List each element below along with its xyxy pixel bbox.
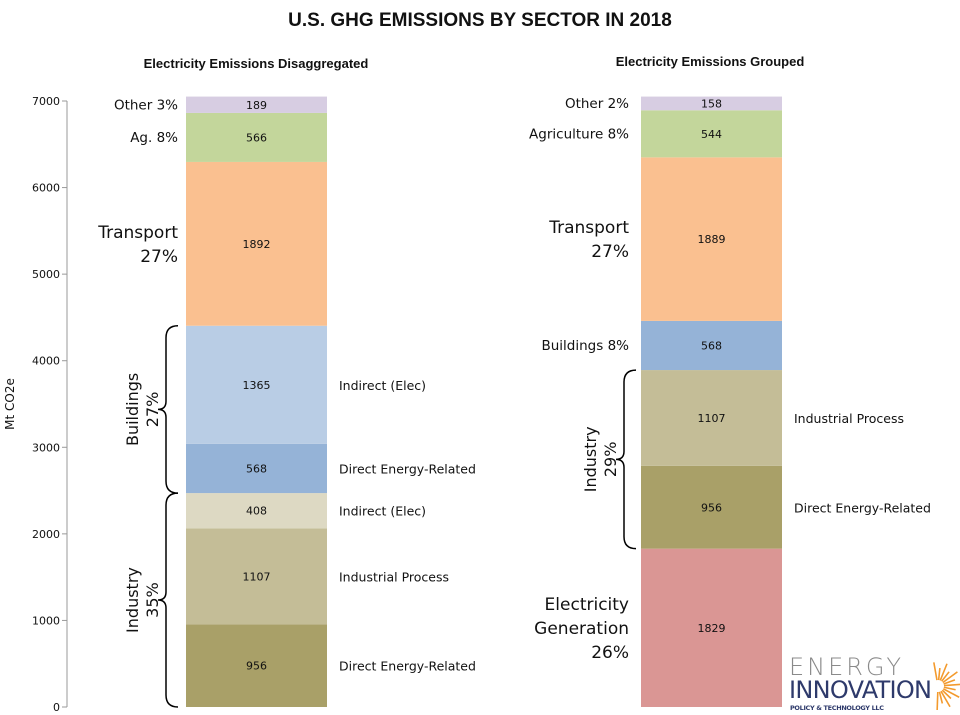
segment-value-label: 189 — [246, 99, 267, 112]
bar-segment — [641, 465, 782, 549]
stacked-bar: 956 Direct Energy-Related 1107 Industrial P… — [97, 96, 476, 708]
segment-value-label: 1107 — [243, 570, 271, 583]
segment-left-label: 27% — [140, 247, 178, 267]
bar-segment — [641, 96, 782, 111]
bar-segment — [186, 624, 327, 707]
group-label-line: 29% — [601, 442, 620, 478]
segment-left-label: Generation — [534, 619, 629, 639]
sun-ray — [943, 679, 956, 685]
segment-value-label: 568 — [701, 339, 722, 352]
group-label-line: 27% — [143, 392, 162, 428]
bar-segment — [186, 96, 327, 113]
segment-right-label: Industrial Process — [339, 569, 449, 584]
sun-ray — [942, 671, 958, 684]
sun-rays-icon — [933, 662, 960, 711]
logo-text-policy: POLICY & TECHNOLOGY LLC — [790, 704, 884, 712]
segment-value-label: 544 — [701, 128, 722, 141]
group-brace — [157, 324, 179, 494]
bar-segment — [186, 528, 327, 625]
group-label-line: Industry — [123, 567, 142, 633]
stacked-bar: 1829 Electricity Generation 26% 956 Direct En… — [529, 96, 931, 707]
group-brace — [157, 492, 179, 708]
segment-value-label: 408 — [246, 505, 267, 518]
segment-value-label: 956 — [246, 660, 267, 673]
y-tick-label: 3000 — [32, 441, 60, 454]
group-label: Industry29% — [581, 426, 620, 492]
segment-left-label: 27% — [591, 242, 629, 262]
bar-segment — [641, 157, 782, 321]
segment-value-label: 1889 — [698, 233, 726, 246]
segment-left-label: Ag. 8% — [130, 130, 178, 146]
sun-ray — [943, 686, 956, 691]
sun-ray — [940, 690, 951, 708]
energy-innovation-logo: ENERGY INNOVATION POLICY & TECHNOLOGY LL… — [789, 653, 960, 712]
left-chart-title: Electricity Emissions Disaggregated — [144, 56, 369, 71]
group-label: Industry35% — [123, 567, 162, 633]
segment-value-label: 1365 — [243, 379, 271, 392]
segment-left-label: Buildings 8% — [541, 338, 629, 354]
sun-ray — [936, 691, 939, 711]
sun-ray — [937, 668, 941, 681]
segment-left-label: Transport — [97, 223, 178, 243]
bar-segment — [186, 325, 327, 444]
segment-left-label: 26% — [591, 643, 629, 663]
y-tick-label: 7000 — [32, 95, 60, 108]
right-chart-title: Electricity Emissions Grouped — [616, 54, 805, 69]
segment-right-label: Indirect (Elec) — [339, 504, 426, 519]
segment-value-label: 1829 — [698, 622, 726, 635]
sun-ray — [941, 671, 950, 682]
bar-segment — [641, 320, 782, 371]
y-tick-label: 5000 — [32, 268, 60, 281]
segment-value-label: 568 — [246, 462, 267, 475]
group-label-line: Buildings — [123, 373, 142, 446]
sun-ray — [943, 683, 960, 687]
bar-segment — [186, 493, 327, 529]
bar-segment — [186, 112, 327, 162]
bar-segment — [641, 110, 782, 158]
sun-ray — [939, 663, 948, 681]
segment-right-label: Direct Energy-Related — [794, 500, 931, 515]
bar-segment — [186, 443, 327, 494]
group-label-line: Industry — [581, 426, 600, 492]
sun-ray — [942, 688, 960, 698]
y-axis-label: Mt CO2e — [3, 378, 17, 430]
segment-left-label: Agriculture 8% — [529, 127, 629, 143]
segment-left-label: Other 3% — [114, 97, 178, 113]
group-label: Buildings27% — [123, 373, 162, 446]
group-brace — [615, 369, 637, 550]
segment-right-label: Direct Energy-Related — [339, 659, 476, 674]
y-tick-label: 1000 — [32, 614, 60, 627]
segment-left-label: Electricity — [545, 595, 629, 615]
segment-right-label: Industrial Process — [794, 411, 904, 426]
segment-right-label: Indirect (Elec) — [339, 378, 426, 393]
segment-value-label: 1892 — [243, 238, 271, 251]
logo-text-innovation: INNOVATION — [789, 676, 932, 704]
segment-value-label: 956 — [701, 501, 722, 514]
y-tick-label: 2000 — [32, 528, 60, 541]
sun-ray — [941, 689, 952, 700]
segment-value-label: 1107 — [698, 412, 726, 425]
bar-segment — [641, 548, 782, 707]
bar-segment — [641, 370, 782, 466]
sun-ray — [938, 691, 944, 704]
segment-value-label: 566 — [246, 131, 267, 144]
bar-segment — [186, 161, 327, 326]
segment-left-label: Other 2% — [565, 96, 629, 112]
segment-value-label: 158 — [701, 97, 722, 110]
y-tick-label: 6000 — [32, 182, 60, 195]
segment-right-label: Direct Energy-Related — [339, 461, 476, 476]
sun-ray — [933, 662, 938, 681]
segment-left-label: Transport — [548, 218, 629, 238]
group-label-line: 35% — [143, 582, 162, 618]
y-tick-label: 4000 — [32, 355, 60, 368]
y-tick-label: 0 — [53, 701, 60, 714]
figure-title: U.S. GHG EMISSIONS BY SECTOR IN 2018 — [288, 10, 672, 31]
